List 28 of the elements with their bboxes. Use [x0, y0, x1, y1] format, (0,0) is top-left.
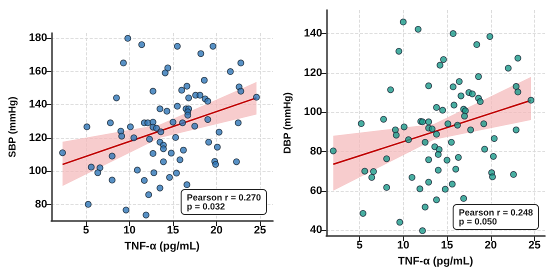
- annotation: Pearson r = 0.248 p = 0.050: [458, 208, 534, 226]
- y-tick-label: 140: [304, 28, 322, 40]
- y-tick-label: 180: [28, 32, 48, 44]
- y-tick-label: 140: [28, 98, 48, 111]
- x-axis-title: TNF-α (pg/mL): [398, 256, 474, 268]
- x-tick-label: 20: [484, 240, 497, 252]
- y-axis-title: DBP (mmHg): [282, 92, 294, 154]
- x-tick-label: 15: [166, 224, 180, 236]
- annotation: Pearson r = 0.270 p = 0.032: [186, 192, 262, 212]
- y-tick-label: 40: [310, 224, 322, 236]
- y-tick-label: 160: [28, 65, 48, 78]
- x-tick-label: 25: [528, 240, 541, 252]
- x-tick-label: 5: [82, 224, 90, 236]
- x-tick-label: 20: [210, 224, 223, 236]
- y-tick-label: 100: [28, 165, 48, 178]
- x-axis-title: TNF-α (pg/mL): [124, 240, 200, 252]
- x-tick-label: 25: [254, 224, 266, 236]
- y-tick-label: 120: [28, 132, 48, 144]
- y-tick-label: 120: [304, 66, 322, 79]
- x-tick-label: 15: [440, 240, 454, 252]
- y-tick-label: 60: [310, 184, 322, 197]
- y-tick-label: 80: [310, 145, 322, 158]
- x-tick-label: 10: [397, 240, 410, 252]
- x-tick-label: 10: [123, 224, 136, 236]
- x-tick-label: 5: [356, 240, 363, 252]
- y-tick-label: 100: [304, 106, 322, 118]
- y-tick-label: 80: [35, 198, 48, 210]
- y-axis-title: SBP (mmHg): [8, 96, 18, 158]
